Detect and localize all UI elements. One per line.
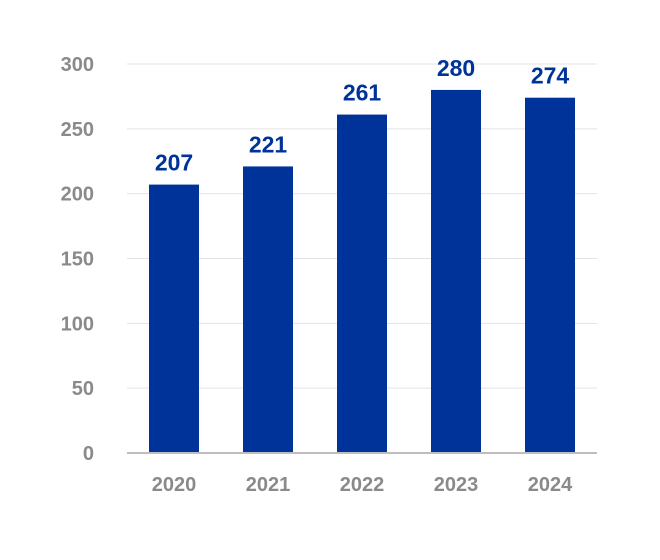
x-tick-label-2020: 2020: [152, 474, 197, 496]
y-tick-label: 300: [61, 54, 94, 76]
x-tick-label-2021: 2021: [246, 474, 291, 496]
y-tick-label: 50: [72, 378, 94, 400]
data-label-2020: 207: [155, 150, 193, 176]
x-tick-label-2022: 2022: [340, 474, 385, 496]
bar-2024: [525, 97, 575, 454]
y-tick-label: 250: [61, 119, 94, 141]
x-tick-label-2024: 2024: [528, 474, 573, 496]
y-tick-label: 100: [61, 313, 94, 335]
x-tick-label-2023: 2023: [434, 474, 479, 496]
y-axis-tick-labels: 0 50 100 150 200 250 300: [61, 54, 94, 465]
x-axis-tick-labels: 2020 2021 2022 2023 2024: [152, 474, 573, 496]
data-label-2022: 261: [343, 80, 382, 106]
data-label-2023: 280: [437, 55, 475, 81]
data-labels: 207 221 261 280 274: [155, 55, 570, 176]
bar-2022: [337, 114, 387, 453]
y-tick-label: 150: [61, 249, 94, 271]
bar-2020: [149, 184, 199, 453]
bar-2021: [243, 166, 293, 454]
y-tick-label: 0: [83, 443, 94, 465]
bars: [149, 89, 575, 454]
y-tick-label: 200: [61, 184, 94, 206]
data-label-2024: 274: [531, 63, 570, 89]
bar-2023: [431, 89, 481, 453]
data-label-2021: 221: [249, 131, 288, 157]
